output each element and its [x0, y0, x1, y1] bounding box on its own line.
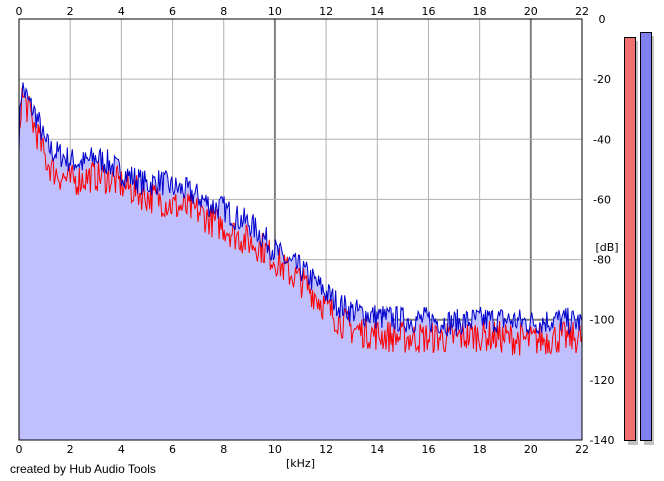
x-tick-label: 8: [220, 443, 227, 456]
credit-text: created by Hub Audio Tools: [10, 462, 156, 476]
y-axis-label: [dB]: [595, 241, 618, 254]
y-tick-label: -40: [593, 133, 611, 146]
x-tick-label: 4: [118, 443, 125, 456]
x-tick-label: 6: [169, 443, 176, 456]
x-tick-label: 16: [421, 443, 435, 456]
x-tick-label: 20: [524, 5, 538, 18]
x-tick-label: 22: [575, 443, 589, 456]
x-tick-label: 10: [268, 5, 282, 18]
plot-border: [18, 18, 583, 441]
x-tick-label: 0: [16, 5, 23, 18]
x-tick-label: 12: [319, 443, 333, 456]
x-tick-label: 2: [67, 443, 74, 456]
y-tick-label: -140: [590, 434, 615, 447]
x-tick-label: 22: [575, 5, 589, 18]
y-tick-label: -60: [593, 193, 611, 206]
y-tick-label: -120: [590, 374, 615, 387]
x-tick-label: 18: [473, 5, 487, 18]
x-axis-label: [kHz]: [286, 457, 315, 470]
right-level-meter: [640, 32, 652, 441]
x-tick-label: 8: [220, 5, 227, 18]
x-tick-label: 6: [169, 5, 176, 18]
y-tick-label: -20: [593, 73, 611, 86]
x-tick-label: 10: [268, 443, 282, 456]
x-tick-label: 14: [370, 443, 384, 456]
y-tick-label: 0: [599, 13, 606, 26]
y-tick-labels: 0 -20 -40 -60 -80 -100 -120 -140: [590, 13, 615, 447]
y-tick-label: -80: [593, 254, 611, 267]
x-tick-label: 12: [319, 5, 333, 18]
x-tick-label: 14: [370, 5, 384, 18]
series-blue-line: [18, 82, 583, 337]
y-tick-label: -100: [590, 314, 615, 327]
x-tick-label: 2: [67, 5, 74, 18]
x-tick-label: 16: [421, 5, 435, 18]
spectrum-fill-area: [19, 82, 582, 441]
x-tick-label: 4: [118, 5, 125, 18]
x-tick-label: 18: [473, 443, 487, 456]
x-tick-label: 20: [524, 443, 538, 456]
x-tick-label: 0: [16, 443, 23, 456]
left-level-meter: [624, 37, 636, 441]
